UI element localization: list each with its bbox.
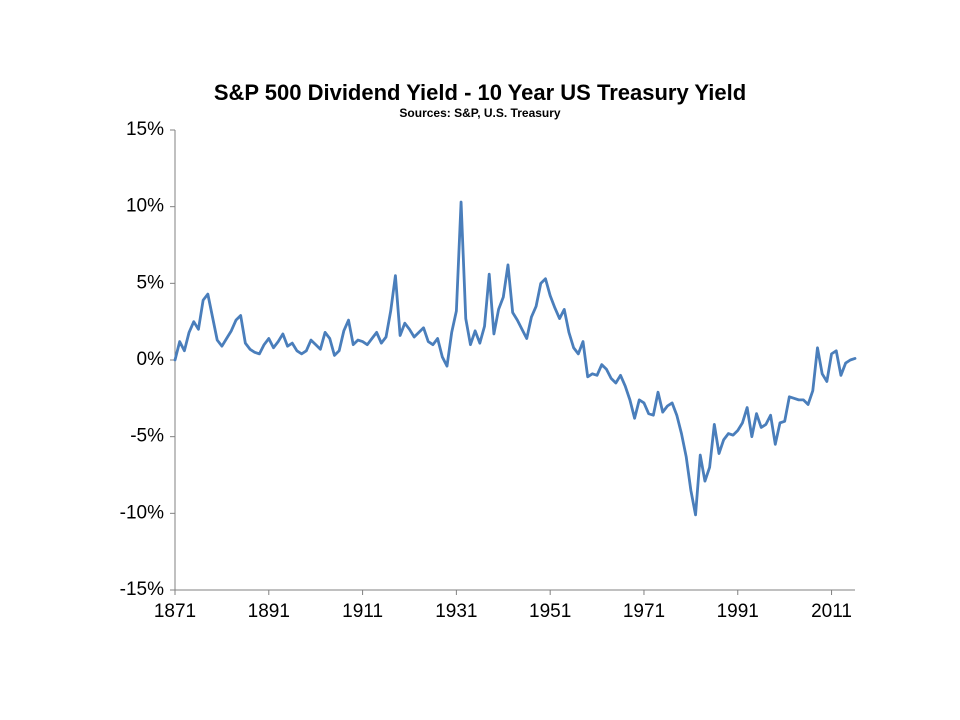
chart-container: S&P 500 Dividend Yield - 10 Year US Trea… [0, 0, 960, 720]
y-tick-label: 15% [126, 119, 164, 140]
x-tick-label: 2011 [811, 601, 852, 622]
y-tick-label: -5% [130, 426, 164, 447]
x-tick-label: 1991 [717, 601, 759, 622]
x-tick-label: 1871 [154, 601, 196, 622]
chart-svg: -15% -10% -5% 0% 5% 10% 15% 1871 1891 1911 1931 195… [0, 0, 960, 720]
x-tick-label: 1931 [435, 601, 477, 622]
x-tick-label: 1951 [529, 601, 571, 622]
x-tick-label: 1971 [623, 601, 665, 622]
y-tick-label: -15% [120, 579, 164, 600]
series-line [175, 202, 855, 515]
y-tick-label: 10% [126, 196, 164, 217]
x-tick-label: 1891 [248, 601, 290, 622]
x-tick-label: 1911 [342, 601, 383, 622]
y-tick-label: 0% [137, 349, 165, 370]
y-tick-label: 5% [137, 272, 165, 293]
y-tick-label: -10% [120, 502, 164, 523]
